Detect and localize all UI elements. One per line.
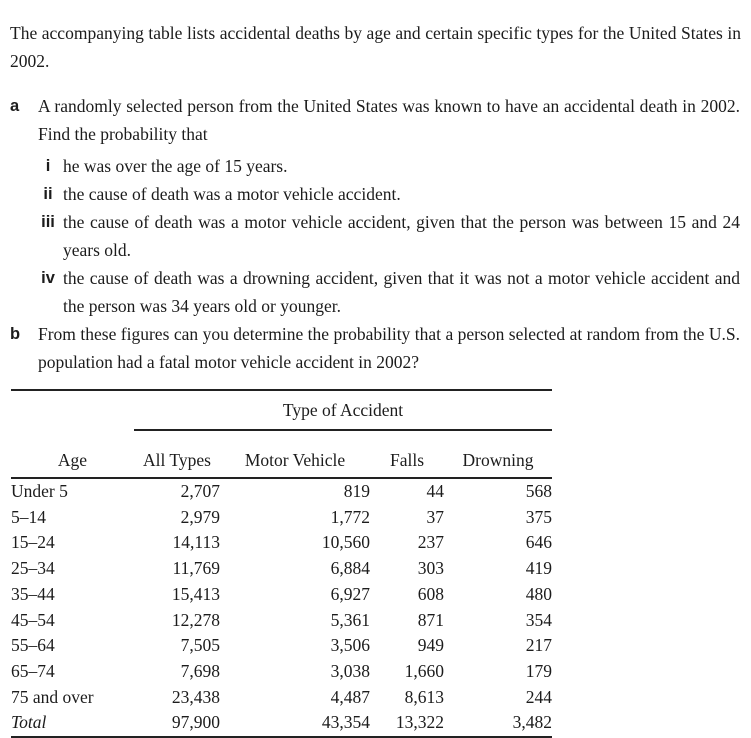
age-cell: 5–14: [11, 506, 46, 527]
table-row: 35–44 15,413 6,927 608 480: [11, 582, 552, 608]
drowning-cell: 375: [525, 506, 553, 527]
subpart-iii-text: the cause of death was a motor vehicle a…: [63, 212, 740, 260]
drowning-cell: 3,482: [512, 712, 553, 733]
table-row: 15–24 14,113 10,560 237 646: [11, 530, 552, 556]
falls-cell: 1,660: [404, 660, 444, 681]
all-types-cell: 12,278: [171, 609, 220, 630]
age-cell: 25–34: [11, 558, 55, 579]
drowning-cell: 419: [525, 558, 553, 579]
part-a-text: A randomly selected person from the Unit…: [38, 96, 740, 144]
all-types-cell: 97,900: [171, 712, 220, 733]
age-cell: Under 5: [11, 481, 68, 501]
drowning-cell: 244: [525, 686, 553, 707]
group-header-spacer: [11, 390, 134, 430]
table-row: 5–14 2,979 1,772 37 375: [11, 505, 552, 531]
motor-vehicle-cell: 5,361: [330, 609, 370, 630]
falls-cell: 8,613: [404, 686, 444, 707]
subpart-ii: ii the cause of death was a motor vehicl…: [10, 180, 741, 208]
subpart-iii: iii the cause of death was a motor vehic…: [10, 208, 741, 264]
age-cell: 55–64: [11, 635, 55, 656]
document-page: The accompanying table lists accidental …: [10, 22, 741, 738]
column-header-motor-vehicle: Motor Vehicle: [220, 430, 370, 479]
age-cell: 15–24: [11, 532, 55, 553]
column-header-falls: Falls: [370, 430, 444, 479]
subpart-i: i he was over the age of 15 years.: [10, 152, 741, 180]
subpart-ii-text: the cause of death was a motor vehicle a…: [63, 184, 401, 204]
falls-cell: 37: [426, 506, 445, 527]
accident-table: Type of Accident Age All Types Motor Veh…: [11, 389, 553, 738]
falls-cell: 871: [417, 609, 444, 630]
group-header-row: Type of Accident: [11, 390, 553, 431]
column-header-drowning: Drowning: [444, 430, 553, 479]
motor-vehicle-cell: 1,772: [330, 506, 370, 527]
motor-vehicle-cell: 10,560: [321, 532, 370, 553]
age-cell: Total: [11, 712, 47, 733]
column-header-all-types: All Types: [134, 430, 220, 479]
subpart-ii-marker: ii: [43, 185, 53, 203]
all-types-cell: 23,438: [171, 686, 220, 707]
table-row: 45–54 12,278 5,361 871 354: [11, 608, 552, 634]
table-row: 75 and over 23,438 4,487 8,613 244: [11, 685, 552, 711]
falls-cell: 13,322: [395, 712, 444, 733]
falls-cell: 608: [417, 583, 444, 604]
falls-cell: 949: [417, 635, 444, 656]
table-row: 25–34 11,769 6,884 303 419: [11, 556, 552, 582]
motor-vehicle-cell: 4,487: [330, 686, 370, 707]
age-cell: 35–44: [11, 583, 55, 604]
falls-cell: 44: [426, 481, 445, 501]
age-cell: 45–54: [11, 609, 55, 630]
subpart-i-marker: i: [45, 157, 51, 175]
falls-cell: 303: [417, 558, 444, 579]
all-types-cell: 11,769: [172, 558, 220, 579]
subpart-iv-marker: iv: [41, 269, 55, 287]
drowning-cell: 354: [525, 609, 553, 630]
column-header-age: Age: [11, 430, 134, 479]
subpart-i-text: he was over the age of 15 years.: [63, 156, 288, 176]
drowning-cell: 480: [525, 583, 553, 604]
all-types-cell: 15,413: [171, 583, 220, 604]
subpart-iv: iv the cause of death was a drowning acc…: [10, 264, 741, 320]
part-b: b From these figures can you determine t…: [10, 320, 741, 376]
motor-vehicle-cell: 3,038: [330, 660, 370, 681]
drowning-cell: 217: [525, 635, 553, 656]
part-b-marker: b: [10, 325, 21, 343]
table-row: 55–64 7,505 3,506 949 217: [11, 633, 552, 659]
part-b-text: From these figures can you determine the…: [38, 324, 740, 372]
intro-paragraph: The accompanying table lists accidental …: [10, 22, 741, 71]
age-cell: 75 and over: [11, 686, 94, 707]
drowning-cell: 646: [525, 532, 553, 553]
column-header-row: Age All Types Motor Vehicle Falls Drowni…: [11, 430, 553, 479]
motor-vehicle-cell: 3,506: [330, 635, 370, 656]
table-row-total: Total 97,900 43,354 13,322 3,482: [11, 710, 552, 737]
all-types-cell: 2,979: [180, 506, 220, 527]
motor-vehicle-cell: 43,354: [321, 712, 370, 733]
subpart-iv-text: the cause of death was a drowning accide…: [63, 268, 740, 316]
group-header: Type of Accident: [134, 390, 553, 431]
part-a-subparts: i he was over the age of 15 years. ii th…: [10, 152, 741, 320]
drowning-cell: 568: [525, 481, 553, 501]
motor-vehicle-cell: 819: [343, 481, 370, 501]
all-types-cell: 2,707: [180, 481, 220, 501]
table-row: Under 5 2,707 819 44 568: [11, 478, 552, 505]
falls-cell: 237: [417, 532, 444, 553]
drowning-cell: 179: [525, 660, 553, 681]
subpart-iii-marker: iii: [41, 213, 55, 231]
age-cell: 65–74: [11, 660, 55, 681]
all-types-cell: 7,698: [180, 660, 220, 681]
table-row: 65–74 7,698 3,038 1,660 179: [11, 659, 552, 685]
all-types-cell: 14,113: [172, 532, 220, 553]
part-a: a A randomly selected person from the Un…: [10, 92, 741, 148]
part-a-marker: a: [10, 97, 20, 115]
motor-vehicle-cell: 6,884: [330, 558, 370, 579]
all-types-cell: 7,505: [180, 635, 220, 656]
motor-vehicle-cell: 6,927: [330, 583, 370, 604]
